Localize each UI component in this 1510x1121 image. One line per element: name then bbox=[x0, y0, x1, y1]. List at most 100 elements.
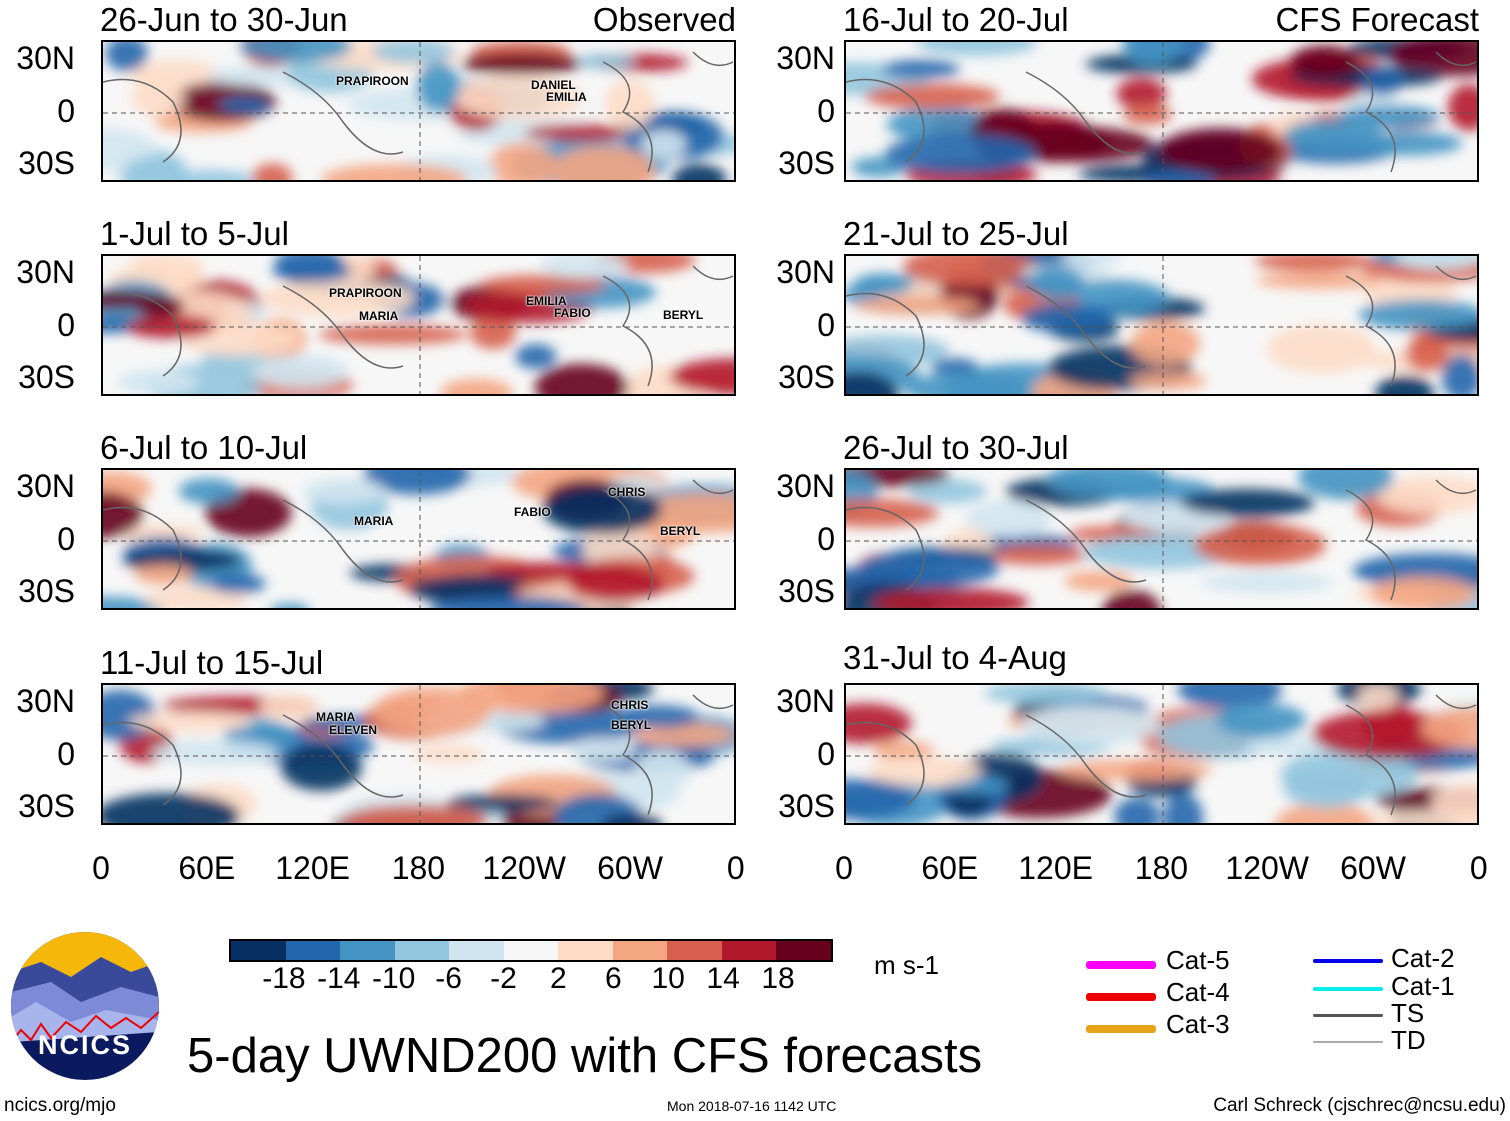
legend-label: Cat-2 bbox=[1391, 943, 1455, 973]
storm-label: PRAPIROON bbox=[329, 286, 402, 300]
storm-label: BERYL bbox=[660, 524, 701, 538]
lat-label: 30S bbox=[18, 573, 75, 609]
wind-anomaly-blob bbox=[452, 75, 583, 120]
wind-anomaly-blob bbox=[165, 169, 258, 180]
lat-label: 30S bbox=[778, 788, 835, 824]
wind-anomaly-blob bbox=[1254, 256, 1372, 272]
wind-anomaly-blob bbox=[372, 686, 491, 737]
wind-anomaly-blob bbox=[930, 358, 979, 376]
lat-label: 0 bbox=[57, 307, 75, 343]
lon-label: 60E bbox=[921, 850, 979, 886]
legend-line-cat-1 bbox=[1313, 987, 1383, 991]
storm-label: PRAPIROON bbox=[336, 74, 409, 88]
panel-title: 11-Jul to 15-Jul bbox=[100, 644, 324, 681]
wind-anomaly-blob bbox=[984, 685, 1108, 705]
wind-anomaly-blob bbox=[488, 142, 557, 180]
map-panel-right-2 bbox=[844, 254, 1479, 396]
footer-url[interactable]: ncics.org/mjo bbox=[4, 1095, 116, 1116]
wind-anomaly-blob bbox=[1283, 118, 1384, 154]
lon-label: 0 bbox=[92, 850, 110, 886]
colorbar-tick: 10 bbox=[651, 962, 685, 995]
colorbar-swatch bbox=[394, 941, 450, 960]
lat-label: 30S bbox=[18, 359, 75, 395]
wind-anomaly-blob bbox=[134, 295, 185, 317]
wind-anomaly-blob bbox=[846, 779, 916, 820]
lon-label: 0 bbox=[1469, 850, 1488, 886]
wind-anomaly-blob bbox=[550, 146, 656, 180]
colorbar-tick: -2 bbox=[490, 962, 517, 995]
wind-anomaly-blob bbox=[903, 372, 1028, 394]
coastline-icon bbox=[103, 265, 734, 387]
lat-label: 30N bbox=[776, 254, 835, 290]
panel-title: 1-Jul to 5-Jul bbox=[100, 215, 289, 252]
wind-anomaly-blob bbox=[1021, 303, 1116, 334]
map-panel-left-2: PRAPIROON MARIA EMILIA FABIO BERYL bbox=[101, 254, 736, 396]
wind-anomaly-blob bbox=[103, 491, 144, 538]
wind-anomaly-blob bbox=[1357, 685, 1398, 711]
footer-timestamp: Mon 2018-07-16 1142 UTC bbox=[667, 1098, 837, 1114]
wind-anomaly-blob bbox=[320, 163, 468, 180]
colorbar-tick: -10 bbox=[372, 962, 416, 995]
wind-anomaly-blob bbox=[1122, 42, 1183, 67]
lat-label: 30N bbox=[16, 254, 75, 290]
wind-anomaly-blob bbox=[1447, 84, 1477, 131]
wind-anomaly-blob bbox=[1389, 42, 1477, 77]
lat-label: 30N bbox=[16, 468, 75, 504]
colorbar-swatch bbox=[558, 941, 613, 960]
wind-anomaly-blob bbox=[460, 52, 582, 75]
storm-label: FABIO bbox=[554, 306, 591, 320]
lon-label: 60W bbox=[1340, 850, 1406, 886]
legend-label: Cat-4 bbox=[1166, 977, 1230, 1007]
panel-tag: Observed bbox=[592, 1, 736, 38]
storm-label: MARIA bbox=[354, 514, 394, 528]
colorbar-swatch bbox=[503, 941, 559, 960]
wind-anomaly-blob bbox=[117, 369, 199, 394]
wind-anomaly-blob bbox=[416, 61, 460, 112]
wind-anomaly-blob bbox=[872, 740, 934, 760]
wind-anomaly-blob bbox=[103, 596, 163, 608]
legend-line-cat-5 bbox=[1086, 961, 1156, 969]
lat-label: 0 bbox=[57, 521, 75, 557]
wind-anomaly-blob bbox=[469, 316, 517, 350]
wind-anomaly-blob bbox=[965, 500, 1053, 538]
wind-anomaly-blob bbox=[1255, 272, 1382, 289]
wind-anomaly-blob bbox=[515, 344, 557, 369]
map-panel-right-3 bbox=[844, 468, 1479, 610]
wind-anomaly-blob bbox=[1163, 793, 1204, 823]
lon-label: 0 bbox=[726, 850, 745, 886]
wind-anomaly-blob bbox=[903, 256, 1036, 287]
wind-anomaly-blob bbox=[1021, 704, 1161, 746]
colorbar-tick: 18 bbox=[761, 962, 795, 995]
wind-anomaly-blob bbox=[1441, 354, 1477, 394]
wind-anomaly-blob bbox=[281, 743, 362, 791]
storm-label: FABIO bbox=[514, 505, 551, 519]
map-panel-right-1 bbox=[844, 40, 1479, 182]
storm-label: EMILIA bbox=[526, 294, 567, 308]
colorbar-tick: -14 bbox=[317, 962, 361, 995]
lon-label: 60W bbox=[597, 850, 663, 886]
logo-mountains-icon bbox=[11, 932, 159, 1043]
wind-anomaly-blob bbox=[125, 314, 217, 339]
wind-anomaly-blob bbox=[251, 163, 293, 180]
lat-label: 0 bbox=[57, 736, 75, 772]
lat-label: 30S bbox=[778, 145, 835, 181]
lat-label: 30S bbox=[778, 359, 835, 395]
wind-anomaly-blob bbox=[133, 563, 194, 585]
wind-anomaly-blob bbox=[428, 595, 587, 608]
wind-anomaly-blob bbox=[253, 354, 349, 390]
lat-label: 0 bbox=[57, 93, 75, 129]
wind-anomaly-blob bbox=[945, 789, 991, 817]
wind-anomaly-blob bbox=[672, 163, 727, 180]
storm-label: MARIA bbox=[359, 309, 399, 323]
wind-anomaly-blob bbox=[1200, 571, 1334, 594]
wind-anomaly-blob bbox=[131, 82, 185, 116]
legend-line-cat-2 bbox=[1313, 959, 1383, 963]
wind-anomaly-blob bbox=[542, 485, 662, 535]
lat-label: 30S bbox=[18, 145, 75, 181]
ncics-logo: NCICS bbox=[11, 932, 159, 1080]
figure-title: 5-day UWND200 with CFS forecasts bbox=[187, 1029, 983, 1083]
wind-anomaly-blob bbox=[261, 279, 416, 318]
wind-anomaly-blob bbox=[1059, 759, 1213, 781]
lat-label: 30N bbox=[16, 40, 75, 76]
panel-title: 31-Jul to 4-Aug bbox=[843, 639, 1067, 676]
